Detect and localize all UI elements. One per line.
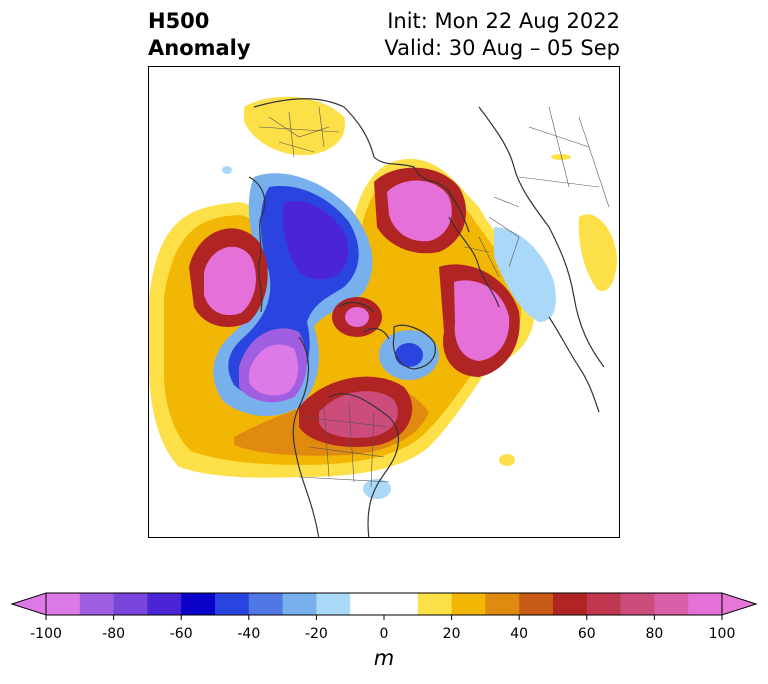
colorbar-cell	[417, 593, 453, 615]
negative-anomaly-patch-south	[363, 479, 391, 499]
colorbar-cell	[654, 593, 689, 615]
coastline-north-america	[292, 336, 320, 537]
coastline-scandinavia	[448, 216, 500, 308]
colorbar-cell	[282, 593, 317, 615]
negative-anomaly-patch-east	[494, 227, 556, 322]
coastline-alaska	[248, 176, 266, 313]
title-left: H500 Anomaly	[148, 8, 251, 62]
field-type: Anomaly	[148, 36, 251, 60]
colorbar-unit: m	[373, 646, 395, 670]
positive-anomaly-ridge-south-core	[319, 391, 398, 438]
colorbar-tick-label: -60	[169, 626, 193, 642]
colorbar-cell	[586, 593, 622, 615]
colorbar-extend-low	[10, 592, 47, 616]
colorbar-cell	[519, 593, 554, 615]
colorbar-cell	[46, 593, 81, 615]
border-lines-east	[518, 106, 610, 208]
colorbar-tick-label: -80	[102, 626, 126, 642]
negative-anomaly-small-east-core	[395, 343, 423, 367]
border-lines-europe	[463, 196, 520, 278]
border-lines-north-america	[298, 401, 390, 488]
colorbar-cells	[46, 593, 723, 615]
colorbar-tick-label: -40	[237, 626, 261, 642]
colorbar-cell	[248, 593, 284, 615]
coastlines	[248, 98, 605, 537]
anomaly-field	[149, 96, 617, 537]
colorbar-tick-label: 0	[379, 626, 389, 642]
colorbar-cell	[181, 593, 216, 615]
positive-anomaly-ridge-west-core	[204, 246, 256, 316]
colorbar-cell	[113, 593, 148, 615]
colorbar-cell	[451, 593, 486, 615]
positive-anomaly-ridge-east-core	[454, 280, 510, 361]
positive-anomaly-patch-far-northeast	[551, 154, 571, 160]
colorbar-cell	[147, 593, 182, 615]
colorbar-extend-high	[721, 592, 758, 616]
anomaly-map	[148, 66, 620, 538]
negative-anomaly-center-west-core	[249, 344, 299, 396]
colorbar-tick-label: 40	[510, 626, 529, 642]
colorbar-tick-label: 60	[577, 626, 596, 642]
valid-range: Valid: 30 Aug – 05 Sep	[384, 36, 620, 60]
coastline-mediterranean	[548, 316, 600, 413]
negative-anomaly-patch-northwest	[222, 166, 232, 174]
negative-anomaly-trough-60	[282, 201, 349, 280]
colorbar-cell	[553, 593, 588, 615]
positive-anomaly-patch-east	[499, 454, 515, 466]
colorbar-tick-label: 100	[708, 626, 736, 642]
coastline-europe	[478, 106, 605, 368]
colorbar-cell	[316, 593, 351, 615]
coastline-hudson-bay	[328, 393, 399, 537]
coastline-arctic-islands	[338, 301, 390, 340]
field-name: H500	[148, 9, 210, 33]
colorbar-tick-label: 20	[442, 626, 461, 642]
colorbar-cell	[485, 593, 520, 615]
colorbar-cell	[620, 593, 655, 615]
positive-anomaly-patch-northeast	[578, 214, 617, 292]
positive-anomaly-small-center-core	[345, 307, 369, 327]
colorbar-cell	[688, 593, 723, 615]
title-right: Init: Mon 22 Aug 2022 Valid: 30 Aug – 05…	[384, 8, 620, 62]
political-borders	[258, 106, 610, 488]
colorbar-tick-label: 80	[645, 626, 664, 642]
colorbar-tick-marks	[45, 615, 723, 620]
positive-anomaly-ridge-north-core	[387, 180, 452, 242]
coastline-asia	[253, 98, 470, 233]
colorbar-tick-label: -20	[304, 626, 328, 642]
colorbar-cell	[215, 593, 250, 615]
colorbar-tick-label: -100	[30, 626, 62, 642]
colorbar-cell	[350, 593, 419, 615]
colorbar-cell	[79, 593, 115, 615]
border-lines-asia	[258, 106, 340, 158]
init-date: Init: Mon 22 Aug 2022	[387, 9, 620, 33]
coastline-greenland	[392, 324, 436, 370]
